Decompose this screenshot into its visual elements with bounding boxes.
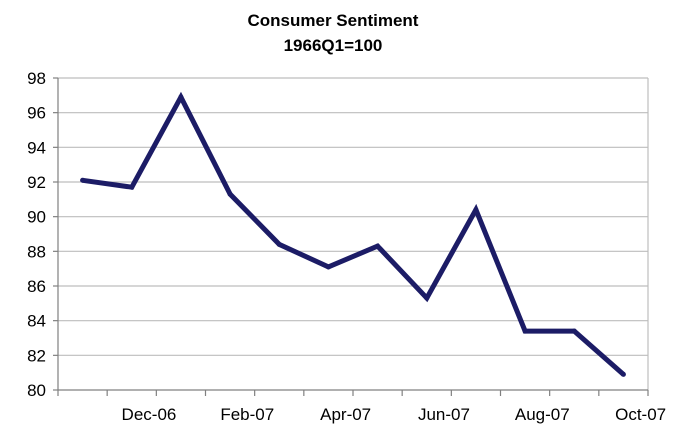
x-tick-label-feb-07: Feb-07 xyxy=(220,405,274,424)
gridlines xyxy=(58,77,648,356)
series-line-0 xyxy=(82,91,626,377)
y-tick-label-90: 90 xyxy=(27,208,46,227)
chart-title: Consumer Sentiment xyxy=(248,11,419,30)
y-tick-label-96: 96 xyxy=(27,104,46,123)
data-point-apr-07 xyxy=(325,264,331,270)
y-tick-label-84: 84 xyxy=(27,312,46,331)
y-tick-label-80: 80 xyxy=(27,381,46,400)
data-point-jul-07 xyxy=(473,207,479,213)
series-layer xyxy=(80,91,626,377)
x-tick-label-oct-07: Oct-07 xyxy=(615,405,666,424)
y-tick-label-86: 86 xyxy=(27,277,46,296)
y-tick-label-98: 98 xyxy=(27,69,46,88)
chart-subtitle: 1966Q1=100 xyxy=(284,36,383,55)
data-point-dec-06 xyxy=(129,184,135,190)
data-point-jan-07 xyxy=(178,94,184,100)
y-axis-ticks: 80 82 84 86 88 90 92 94 96 98 xyxy=(27,69,58,400)
y-tick-label-94: 94 xyxy=(27,138,46,157)
x-tick-label-aug-07: Aug-07 xyxy=(515,405,570,424)
data-point-sep-07 xyxy=(571,328,577,334)
x-tick-label-apr-07: Apr-07 xyxy=(320,405,371,424)
x-tick-label-dec-06: Dec-06 xyxy=(122,405,177,424)
axes xyxy=(57,78,649,391)
data-point-mar-07 xyxy=(276,241,282,247)
data-point-may-07 xyxy=(375,243,381,249)
data-point-nov-06 xyxy=(80,177,86,183)
x-axis-ticks: Dec-06 Feb-07 Apr-07 Jun-07 Aug-07 Oct-07 xyxy=(57,390,666,424)
data-point-feb-07 xyxy=(227,191,233,197)
data-point-aug-07 xyxy=(522,328,528,334)
y-tick-label-82: 82 xyxy=(27,346,46,365)
x-tick-label-jun-07: Jun-07 xyxy=(418,405,470,424)
y-tick-label-92: 92 xyxy=(27,173,46,192)
y-tick-label-88: 88 xyxy=(27,242,46,261)
data-point-oct-07 xyxy=(620,371,626,377)
data-point-jun-07 xyxy=(424,295,430,301)
